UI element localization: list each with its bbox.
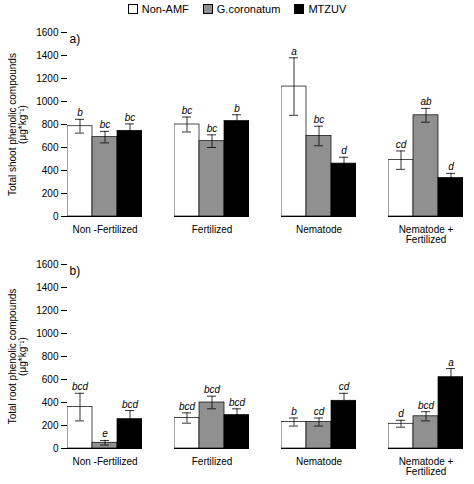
svg-text:cd: cd [314,406,325,417]
svg-text:0: 0 [53,211,59,222]
svg-text:200: 200 [42,188,59,199]
svg-text:bcd: bcd [122,399,139,410]
svg-text:Total root phenolic compounds(: Total root phenolic compounds(μg*kg⁻¹) [7,289,28,425]
svg-text:1200: 1200 [36,73,59,84]
svg-text:1000: 1000 [36,96,59,107]
svg-text:Nematode +Fertilized: Nematode +Fertilized [399,224,454,245]
svg-text:Non -Fertilized: Non -Fertilized [72,224,137,235]
svg-text:bcd: bcd [229,397,246,408]
svg-text:bcd: bcd [204,384,221,395]
svg-text:a): a) [70,32,81,46]
svg-text:Non -Fertilized: Non -Fertilized [72,456,137,467]
svg-text:Fertilized: Fertilized [192,456,233,467]
svg-text:Nematode: Nematode [296,224,343,235]
svg-text:cd: cd [339,381,350,392]
svg-text:bcd: bcd [72,381,89,392]
svg-text:Nematode: Nematode [296,456,343,467]
html-text:Non-AMF: Non-AMF [141,3,189,15]
svg-text:1200: 1200 [36,305,59,316]
svg-text:400: 400 [42,397,59,408]
svg-text:cd: cd [396,139,407,150]
svg-text:d: d [341,145,347,156]
svg-text:800: 800 [42,351,59,362]
svg-text:a: a [291,46,297,57]
svg-text:1600: 1600 [36,259,59,270]
svg-text:b): b) [70,264,81,278]
svg-text:1000: 1000 [36,328,59,339]
svg-text:bc: bc [314,114,325,125]
svg-text:1400: 1400 [36,50,59,61]
svg-text:bc: bc [100,119,111,130]
svg-text:ab: ab [420,96,432,107]
svg-text:400: 400 [42,165,59,176]
svg-text:Total shoot phenolic compounds: Total shoot phenolic compounds(μg*kg⁻¹) [7,53,28,196]
svg-text:e: e [102,428,108,439]
svg-text:bcd: bcd [179,401,196,412]
html-text:G.coronatum: G.coronatum [216,3,281,15]
svg-text:d: d [448,161,454,172]
svg-text:bcd: bcd [418,400,435,411]
svg-text:800: 800 [42,119,59,130]
svg-text:bc: bc [182,105,193,116]
html-text:MTZUV: MTZUV [308,3,347,15]
svg-text:b: b [234,103,240,114]
svg-text:d: d [398,408,404,419]
svg-text:200: 200 [42,420,59,431]
svg-text:1600: 1600 [36,27,59,38]
svg-text:Fertilized: Fertilized [192,224,233,235]
svg-text:bc: bc [125,112,136,123]
svg-text:1400: 1400 [36,282,59,293]
svg-text:a: a [448,357,454,368]
svg-text:b: b [77,107,83,118]
svg-text:Nematode +Fertilized: Nematode +Fertilized [399,456,454,477]
svg-text:b: b [291,406,297,417]
svg-text:600: 600 [42,142,59,153]
svg-text:bc: bc [207,123,218,134]
svg-text:600: 600 [42,374,59,385]
svg-text:0: 0 [53,443,59,454]
